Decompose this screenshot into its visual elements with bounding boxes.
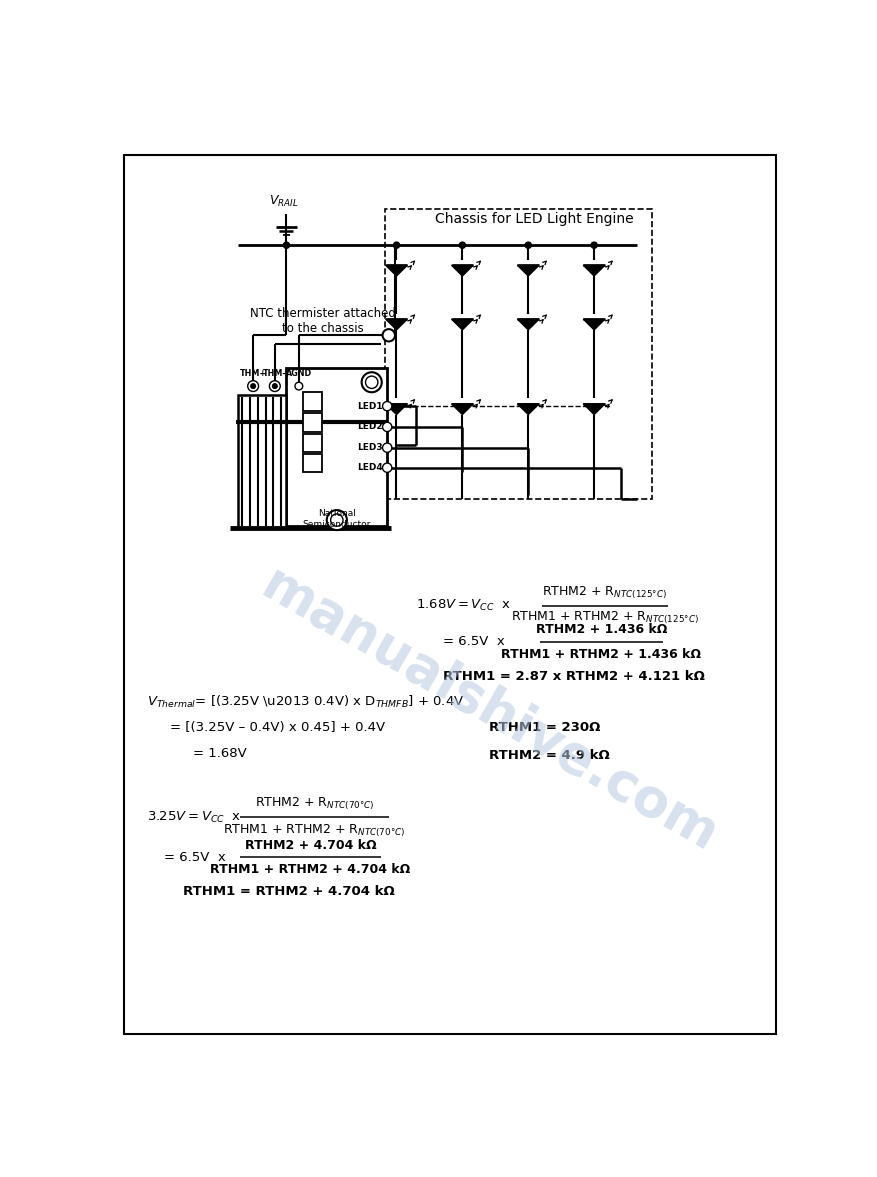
Circle shape — [382, 463, 391, 472]
Text: RTHM2 = 4.9 kΩ: RTHM2 = 4.9 kΩ — [489, 750, 610, 763]
Text: RTHM1 + RTHM2 + R$_{NTC(70°C)}$: RTHM1 + RTHM2 + R$_{NTC(70°C)}$ — [223, 823, 405, 838]
Text: RTHM1 = RTHM2 + 4.704 kΩ: RTHM1 = RTHM2 + 4.704 kΩ — [183, 885, 395, 898]
Bar — [303, 454, 322, 472]
Text: $3.25V = V_{CC}$  x: $3.25V = V_{CC}$ x — [146, 810, 241, 825]
Text: NTC thermister attached
to the chassis: NTC thermister attached to the chassis — [250, 307, 396, 334]
Circle shape — [326, 510, 346, 530]
Circle shape — [459, 242, 465, 248]
Circle shape — [272, 384, 277, 388]
Polygon shape — [582, 404, 604, 414]
Bar — [238, 395, 286, 527]
Polygon shape — [385, 265, 407, 275]
Circle shape — [331, 514, 343, 526]
Circle shape — [361, 372, 381, 392]
Text: manualshive.com: manualshive.com — [252, 559, 726, 863]
Text: RTHM1 = 2.87 x RTHM2 + 4.121 kΩ: RTHM1 = 2.87 x RTHM2 + 4.121 kΩ — [443, 670, 704, 683]
Text: RTHM1 + RTHM2 + 4.704 kΩ: RTHM1 + RTHM2 + 4.704 kΩ — [210, 863, 410, 876]
Circle shape — [590, 242, 596, 248]
Text: AGND: AGND — [285, 370, 311, 378]
Circle shape — [295, 383, 303, 390]
Text: = 6.5V  x: = 6.5V x — [443, 636, 504, 649]
Text: $V_{Thermal}$= [(3.25V \u2013 0.4V) x D$_{THMFB}$] + 0.4V: $V_{Thermal}$= [(3.25V \u2013 0.4V) x D$… — [146, 693, 464, 710]
Text: LED1: LED1 — [357, 401, 382, 411]
Text: = 6.5V  x: = 6.5V x — [164, 851, 225, 864]
Bar — [303, 413, 322, 432]
Text: = 1.68V: = 1.68V — [193, 747, 247, 760]
Text: RTHM1 = 230Ω: RTHM1 = 230Ω — [489, 722, 600, 734]
Text: National
Semiconductor: National Semiconductor — [303, 510, 371, 528]
Text: LED3: LED3 — [357, 444, 382, 452]
Text: $1.68V = V_{CC}$  x: $1.68V = V_{CC}$ x — [416, 598, 510, 613]
Polygon shape — [517, 265, 538, 275]
Text: THM-: THM- — [263, 370, 286, 378]
Text: RTHM2 + R$_{NTC(70°C)}$: RTHM2 + R$_{NTC(70°C)}$ — [254, 796, 374, 812]
Bar — [303, 392, 322, 411]
Circle shape — [382, 330, 395, 341]
Text: LED2: LED2 — [357, 423, 382, 432]
Polygon shape — [582, 319, 604, 330]
Polygon shape — [582, 265, 604, 275]
Polygon shape — [451, 265, 473, 275]
Circle shape — [251, 384, 255, 388]
Text: $V_{RAIL}$: $V_{RAIL}$ — [268, 194, 298, 210]
Circle shape — [247, 380, 258, 392]
Polygon shape — [385, 404, 407, 414]
Circle shape — [382, 443, 391, 452]
Bar — [303, 434, 322, 452]
Text: RTHM1 + RTHM2 + R$_{NTC(125°C)}$: RTHM1 + RTHM2 + R$_{NTC(125°C)}$ — [510, 610, 698, 626]
Text: RTHM2 + 1.436 kΩ: RTHM2 + 1.436 kΩ — [535, 623, 667, 636]
Circle shape — [382, 401, 391, 411]
Text: RTHM2 + R$_{NTC(125°C)}$: RTHM2 + R$_{NTC(125°C)}$ — [542, 585, 667, 601]
Circle shape — [393, 242, 399, 248]
Circle shape — [283, 242, 289, 248]
Text: = [(3.25V – 0.4V) x 0.45] + 0.4V: = [(3.25V – 0.4V) x 0.45] + 0.4V — [170, 722, 385, 734]
Polygon shape — [451, 319, 473, 330]
Text: RTHM2 + 4.704 kΩ: RTHM2 + 4.704 kΩ — [245, 838, 376, 851]
Circle shape — [365, 377, 377, 388]
Text: RTHM1 + RTHM2 + 1.436 kΩ: RTHM1 + RTHM2 + 1.436 kΩ — [501, 647, 701, 660]
Polygon shape — [517, 404, 538, 414]
Text: THM+: THM+ — [239, 370, 267, 378]
Text: LED4: LED4 — [356, 464, 382, 472]
Bar — [286, 368, 387, 526]
Bar — [384, 210, 652, 499]
Polygon shape — [517, 319, 538, 330]
Circle shape — [269, 380, 280, 392]
Circle shape — [524, 242, 531, 248]
Circle shape — [382, 423, 391, 432]
Polygon shape — [385, 319, 407, 330]
Text: Chassis for LED Light Engine: Chassis for LED Light Engine — [434, 212, 632, 226]
Polygon shape — [451, 404, 473, 414]
